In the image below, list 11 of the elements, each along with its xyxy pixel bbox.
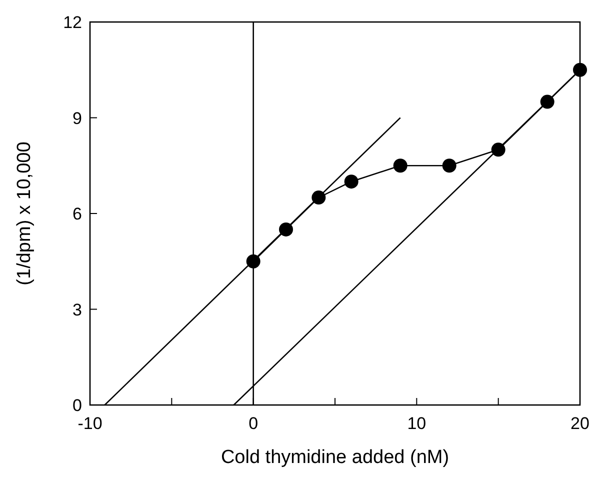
y-tick-label: 0 xyxy=(72,396,82,415)
y-tick-label: 12 xyxy=(63,13,82,32)
x-axis-title: Cold thymidine added (nM) xyxy=(220,447,450,468)
y-tick-label: 3 xyxy=(72,300,82,320)
x-tick-label: 10 xyxy=(407,414,426,433)
x-tick-label: -10 xyxy=(78,414,102,433)
y-tick-label: 6 xyxy=(72,204,82,224)
x-tick-label: 0 xyxy=(248,414,258,433)
y-axis-title: (1/dpm) x 10,000 xyxy=(14,142,35,286)
x-tick-label: 20 xyxy=(570,414,590,433)
y-tick-label: 9 xyxy=(72,108,82,128)
